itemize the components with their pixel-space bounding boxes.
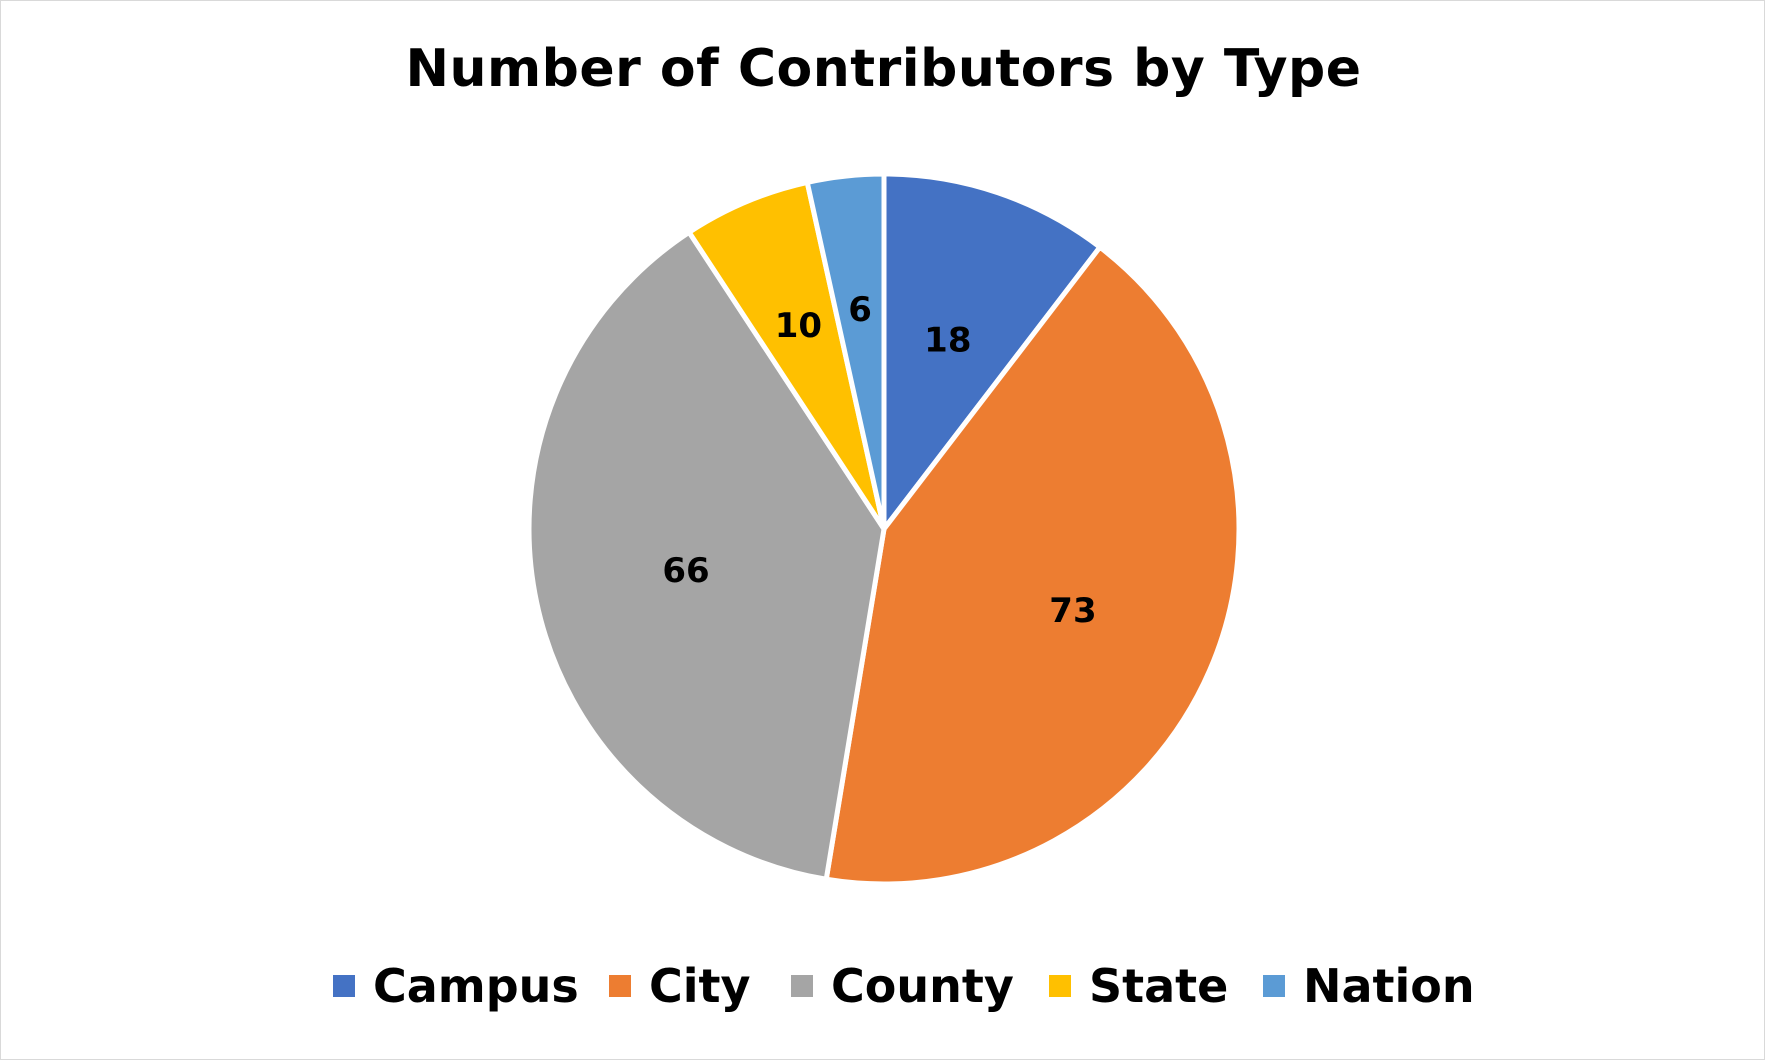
legend-item-nation: Nation <box>1263 956 1475 1016</box>
legend-swatch <box>791 975 813 997</box>
data-label-city: 73 <box>1049 591 1096 631</box>
data-label-county: 66 <box>662 551 709 591</box>
chart-legend: Campus City County State Nation <box>1 956 1765 1016</box>
legend-label: Nation <box>1303 959 1475 1013</box>
pie-slice-campus <box>881 171 1103 532</box>
data-label-campus: 18 <box>924 321 971 361</box>
legend-swatch <box>333 975 355 997</box>
legend-swatch <box>1049 975 1071 997</box>
pie-slices <box>526 171 1242 887</box>
pie-slice-nation <box>804 171 887 532</box>
legend-item-county: County <box>791 956 1014 1016</box>
legend-label: City <box>649 959 751 1013</box>
chart-title: Number of Contributors by Type <box>405 39 1362 99</box>
data-label-state: 10 <box>775 306 822 346</box>
legend-item-campus: Campus <box>333 956 579 1016</box>
data-label-nation: 6 <box>848 290 872 330</box>
legend-item-state: State <box>1049 956 1228 1016</box>
legend-label: State <box>1089 959 1229 1013</box>
pie-data-labels: 18 73 66 10 6 <box>662 290 1096 631</box>
legend-label: Campus <box>373 959 579 1013</box>
legend-swatch <box>609 975 631 997</box>
pie-slice-city <box>823 244 1242 887</box>
legend-item-city: City <box>609 956 751 1016</box>
legend-label: County <box>831 959 1014 1013</box>
legend-swatch <box>1263 975 1285 997</box>
